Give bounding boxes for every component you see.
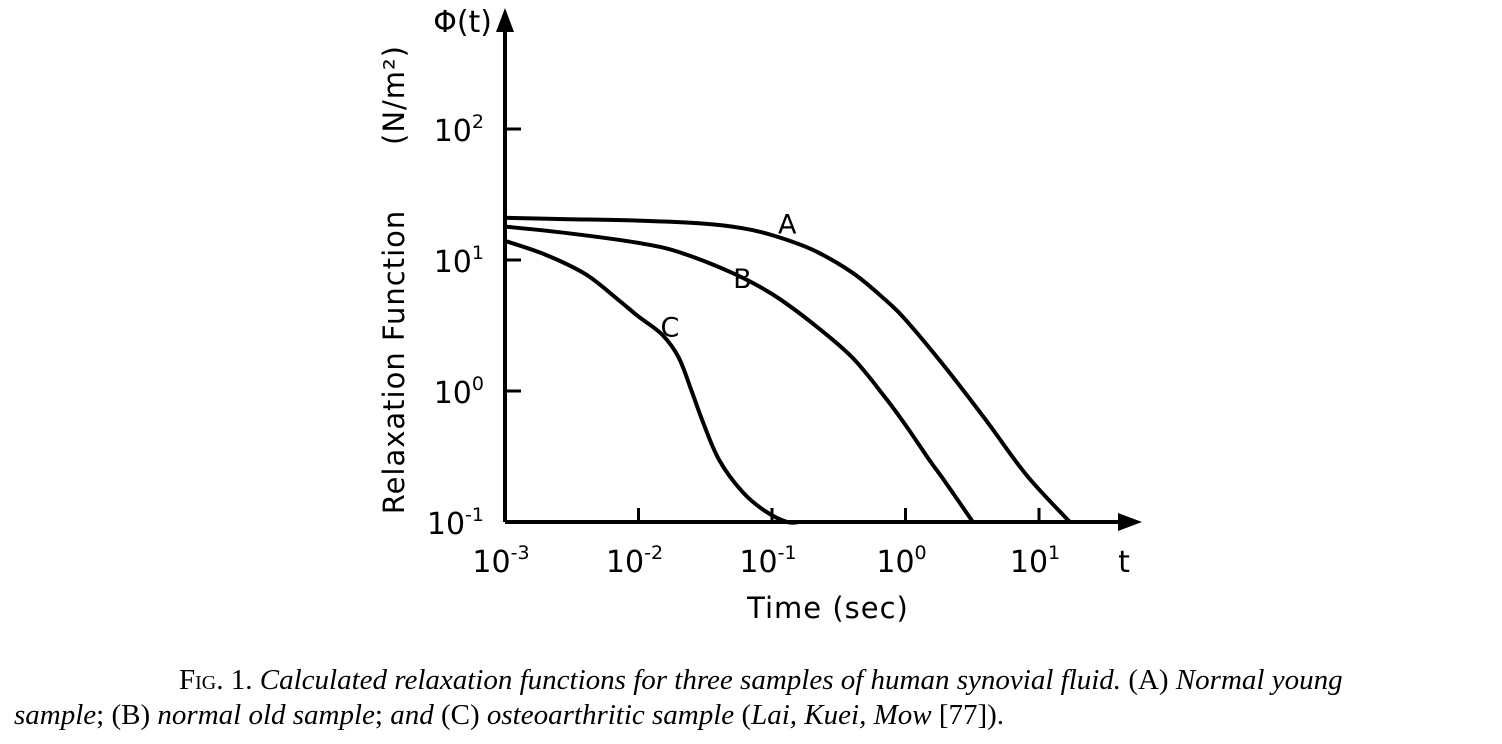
caption-semicolon-1: ; — [96, 699, 105, 731]
curve-label-C: C — [661, 313, 680, 344]
caption-semicolon-2: ; — [374, 699, 383, 731]
x-ticks: 10-3 10-2 10-1 100 101 — [472, 508, 1060, 580]
caption-line-1: Fig. 1. Calculated relaxation functions … — [14, 663, 1494, 698]
y-ticks: 10-1 100 101 102 — [427, 111, 521, 542]
caption-c-text: osteoarthritic sample — [486, 699, 735, 731]
y-tick-label: 101 — [434, 242, 484, 280]
y-axis-symbol: Φ(t) — [433, 5, 492, 40]
caption-b-text: normal old sample — [157, 699, 375, 731]
caption-a-marker: (A) — [1128, 664, 1169, 696]
caption-authors: Lai, Kuei, Mow — [751, 699, 932, 731]
caption-fig-label: Fig. 1. — [179, 664, 253, 696]
figure-caption: Fig. 1. Calculated relaxation functions … — [14, 663, 1494, 733]
y-tick-label: 10-1 — [427, 504, 484, 542]
caption-open-paren: ( — [741, 699, 752, 731]
x-tick-label: 100 — [876, 542, 926, 580]
caption-and: and — [390, 699, 434, 731]
y-tick-label: 100 — [434, 373, 484, 411]
caption-reference: [77]). — [938, 699, 1005, 731]
x-axis-arrowhead — [1118, 513, 1142, 531]
caption-b-marker: (B) — [111, 699, 151, 731]
caption-line-2: sample; (B) normal old sample; and (C) o… — [14, 698, 1494, 733]
relaxation-function-chart: 10-3 10-2 10-1 100 101 10-1 100 101 102 AB C t Φ… — [377, 5, 1142, 625]
curve-A — [503, 215, 1072, 524]
curve-B — [503, 224, 975, 524]
caption-description: Calculated relaxation functions for thre… — [259, 664, 1122, 696]
curve-label-A: A — [778, 209, 797, 240]
curve-label-B: B — [733, 264, 752, 295]
y-tick-label: 102 — [434, 111, 484, 149]
y-axis-arrowhead — [496, 8, 514, 32]
curve-labels: AB C — [661, 209, 797, 343]
x-tick-label: 10-2 — [606, 542, 663, 580]
y-axis-title: Relaxation Function — [377, 210, 411, 515]
y-axis-unit: (N/m²) — [377, 45, 411, 145]
x-tick-label: 10-1 — [739, 542, 796, 580]
curve-C — [503, 238, 802, 525]
caption-sample-word: sample — [14, 699, 97, 731]
curves — [503, 215, 1072, 525]
x-axis-symbol: t — [1118, 545, 1130, 580]
x-tick-label: 101 — [1010, 542, 1060, 580]
axes — [496, 8, 1142, 531]
caption-c-marker: (C) — [440, 699, 480, 731]
x-tick-label: 10-3 — [472, 542, 529, 580]
x-axis-title: Time (sec) — [746, 591, 909, 625]
caption-a-text: Normal young — [1175, 664, 1343, 696]
